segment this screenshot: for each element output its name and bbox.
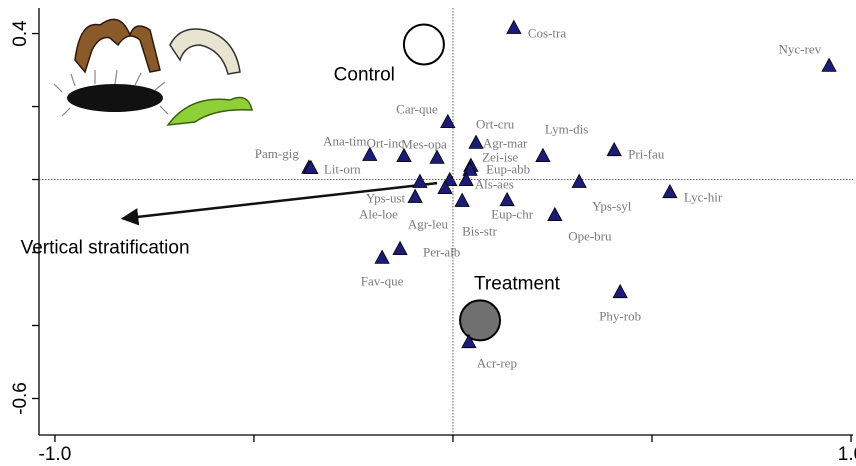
species-label: Mes-opa	[401, 136, 447, 151]
species-point	[536, 149, 550, 162]
chart: -1.0 1.0 0.4 -0.6 Vertical stratification Con…	[0, 0, 856, 466]
species-point	[613, 285, 627, 298]
vector-label: Vertical stratification	[21, 238, 190, 259]
species-point	[500, 193, 514, 206]
species-label: Fav-que	[361, 273, 404, 288]
species-label: Bis-str	[462, 223, 497, 238]
species-label: Eup-abb	[486, 162, 530, 177]
species-point	[413, 174, 427, 187]
species-label: Car-que	[396, 102, 438, 117]
x-tick-label: 1.0	[838, 444, 856, 465]
species-label: Ort-cru	[476, 116, 515, 131]
species-label: Eup-chr	[491, 207, 534, 222]
species-label: Nyc-rev	[779, 41, 822, 56]
species-label: Lit-orn	[324, 162, 361, 177]
species-label: Acr-rep	[477, 356, 517, 371]
centroid-label: Control	[334, 65, 395, 86]
species-point	[822, 58, 836, 71]
species-label: Yps-ust	[366, 190, 406, 205]
species-label: Pri-fau	[628, 147, 665, 162]
centroid	[460, 300, 500, 340]
species-point	[408, 189, 422, 202]
species-label: Cos-tra	[528, 25, 567, 40]
y-tick-label: 0.4	[10, 20, 31, 47]
species-label: Pam-gig	[255, 146, 300, 161]
species-point	[375, 250, 389, 263]
species-point	[469, 135, 483, 148]
species-point	[663, 185, 677, 198]
species-label: Ale-loe	[359, 206, 398, 221]
species-label: Lyc-hir	[684, 190, 723, 205]
y-tick-label: -0.6	[10, 382, 31, 415]
species-label: Per-alb	[423, 245, 460, 260]
species-label: Lym-dis	[545, 122, 588, 137]
page: {"chart_data": {"type": "scatter", "xlim…	[0, 0, 856, 466]
species-label: Als-aes	[475, 177, 514, 192]
caterpillar-icons	[54, 19, 252, 125]
species-label: Agr-leu	[408, 217, 449, 232]
species-point	[507, 20, 521, 33]
species-label: Agr-mar	[483, 135, 528, 150]
x-tick-label: -1.0	[39, 444, 72, 465]
species-label: Ana-tim	[323, 133, 366, 148]
species-label: Ope-bru	[568, 229, 612, 244]
species-point	[607, 143, 621, 156]
species-label: Phy-rob	[599, 309, 641, 324]
species-point	[430, 150, 444, 163]
centroid-label: Treatment	[474, 273, 561, 294]
species-point	[572, 174, 586, 187]
species-point	[393, 242, 407, 255]
species-point	[548, 208, 562, 221]
centroid	[404, 24, 444, 64]
species-point	[455, 193, 469, 206]
species-label: Ort-inc	[366, 136, 404, 151]
species-label: Yps-syl	[592, 198, 632, 213]
